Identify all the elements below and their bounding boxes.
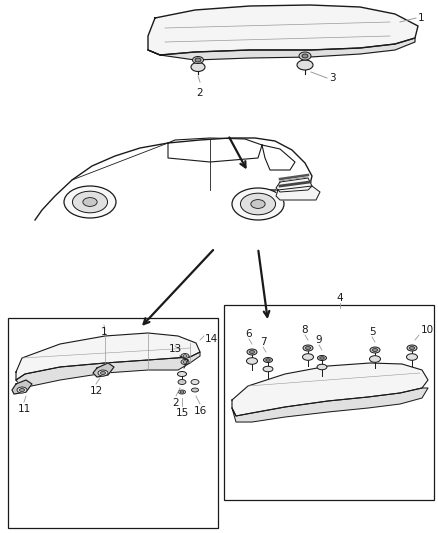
Ellipse shape <box>250 351 254 353</box>
Ellipse shape <box>181 353 189 359</box>
Polygon shape <box>148 38 415 60</box>
Text: 7: 7 <box>260 337 266 347</box>
Ellipse shape <box>266 359 270 361</box>
Ellipse shape <box>317 364 327 370</box>
Ellipse shape <box>370 356 381 362</box>
Bar <box>8 318 218 528</box>
Ellipse shape <box>263 366 273 372</box>
Ellipse shape <box>191 379 199 384</box>
Ellipse shape <box>303 345 313 351</box>
Ellipse shape <box>72 191 108 213</box>
Polygon shape <box>148 5 418 55</box>
Ellipse shape <box>305 346 311 350</box>
Text: 13: 13 <box>168 344 182 354</box>
Ellipse shape <box>179 390 186 394</box>
Ellipse shape <box>183 361 187 364</box>
Ellipse shape <box>407 345 417 351</box>
Text: 9: 9 <box>316 335 322 345</box>
Ellipse shape <box>100 372 106 375</box>
Text: 15: 15 <box>175 408 189 418</box>
Polygon shape <box>16 352 200 388</box>
Text: 1: 1 <box>418 13 424 23</box>
Text: 6: 6 <box>246 329 252 339</box>
Text: 2: 2 <box>173 398 179 408</box>
Ellipse shape <box>181 359 189 365</box>
Polygon shape <box>232 363 428 416</box>
Ellipse shape <box>195 58 201 62</box>
Ellipse shape <box>247 358 258 364</box>
Ellipse shape <box>191 388 198 392</box>
Ellipse shape <box>83 198 97 206</box>
Text: 3: 3 <box>329 73 336 83</box>
Text: 1: 1 <box>101 327 107 337</box>
Polygon shape <box>12 380 32 394</box>
Text: 4: 4 <box>337 293 343 303</box>
Ellipse shape <box>247 349 257 355</box>
Ellipse shape <box>370 347 380 353</box>
Ellipse shape <box>240 193 276 215</box>
Text: 14: 14 <box>205 334 218 344</box>
Bar <box>224 305 434 500</box>
Ellipse shape <box>297 60 313 70</box>
Ellipse shape <box>372 349 378 351</box>
Text: 10: 10 <box>421 325 434 335</box>
Polygon shape <box>232 388 428 422</box>
Ellipse shape <box>178 379 186 384</box>
Ellipse shape <box>232 188 284 220</box>
Polygon shape <box>276 178 312 192</box>
Ellipse shape <box>251 199 265 208</box>
Ellipse shape <box>299 52 311 60</box>
Ellipse shape <box>191 62 205 71</box>
Text: 8: 8 <box>302 325 308 335</box>
Text: 12: 12 <box>89 386 102 396</box>
Text: 11: 11 <box>18 404 31 414</box>
Polygon shape <box>276 186 320 200</box>
Ellipse shape <box>192 56 204 63</box>
Ellipse shape <box>17 387 27 393</box>
Ellipse shape <box>406 354 417 360</box>
Ellipse shape <box>98 370 108 376</box>
Text: 2: 2 <box>197 88 203 98</box>
Ellipse shape <box>183 355 187 357</box>
Ellipse shape <box>302 54 308 58</box>
Ellipse shape <box>180 391 184 393</box>
Polygon shape <box>16 333 200 380</box>
Text: 16: 16 <box>193 406 207 416</box>
Ellipse shape <box>320 357 324 359</box>
Ellipse shape <box>318 356 326 360</box>
Polygon shape <box>93 363 114 377</box>
Ellipse shape <box>264 358 272 362</box>
Ellipse shape <box>64 186 116 218</box>
Ellipse shape <box>20 389 25 392</box>
Text: 5: 5 <box>369 327 375 337</box>
Ellipse shape <box>303 354 314 360</box>
Ellipse shape <box>410 346 414 350</box>
Ellipse shape <box>177 372 187 376</box>
